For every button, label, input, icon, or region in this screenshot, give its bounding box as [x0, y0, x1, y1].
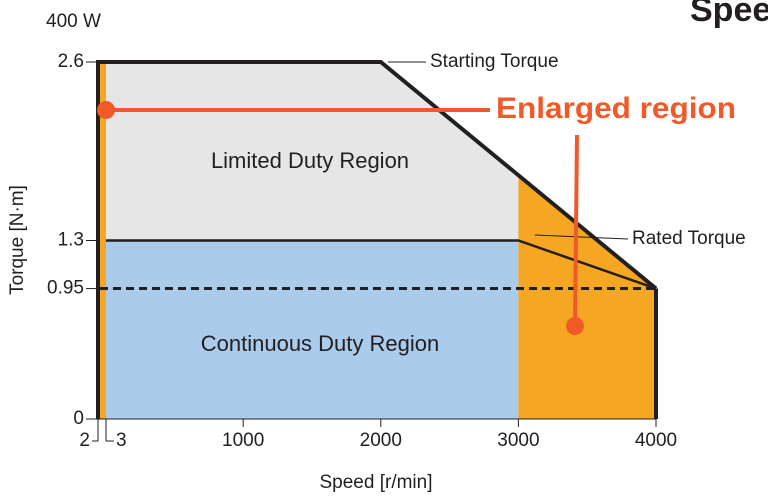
chart-title: 400 W [46, 11, 101, 32]
y-tick-label: 2.6 [58, 51, 84, 72]
y-tick-label: 1.3 [58, 230, 84, 251]
x-tick [105, 419, 114, 442]
x-tick-label: 3000 [497, 430, 539, 451]
callout-line [573, 134, 579, 326]
x-axis-label: Speed [r/min] [320, 472, 433, 493]
enlarged-strip [100, 62, 106, 419]
callout-label: Enlarged region [496, 92, 736, 125]
x-tick-label: 2000 [360, 430, 402, 451]
callout-dot [566, 317, 584, 335]
region-label: Continuous Duty Region [201, 331, 439, 356]
heading: Speed [690, 0, 768, 29]
x-tick-label: 3 [116, 430, 127, 451]
callout-dot [97, 101, 115, 119]
x-tick-label: 4000 [635, 430, 677, 451]
series-label: Rated Torque [632, 228, 746, 249]
torque-curve [100, 60, 658, 291]
leader-line [534, 234, 629, 240]
region-label: Limited Duty Region [211, 148, 409, 173]
x-tick-label: 2 [79, 430, 90, 451]
y-tick-label: 0.95 [47, 278, 84, 299]
x-tick [92, 419, 99, 442]
torque-curve [106, 239, 657, 290]
high-speed-region [518, 175, 656, 419]
x-tick-label: 1000 [222, 430, 264, 451]
series-label: Starting Torque [430, 51, 559, 72]
y-axis-label: Torque [N·m] [7, 185, 28, 295]
y-tick-label: 0 [73, 408, 84, 429]
continuous-duty-region [106, 240, 519, 419]
